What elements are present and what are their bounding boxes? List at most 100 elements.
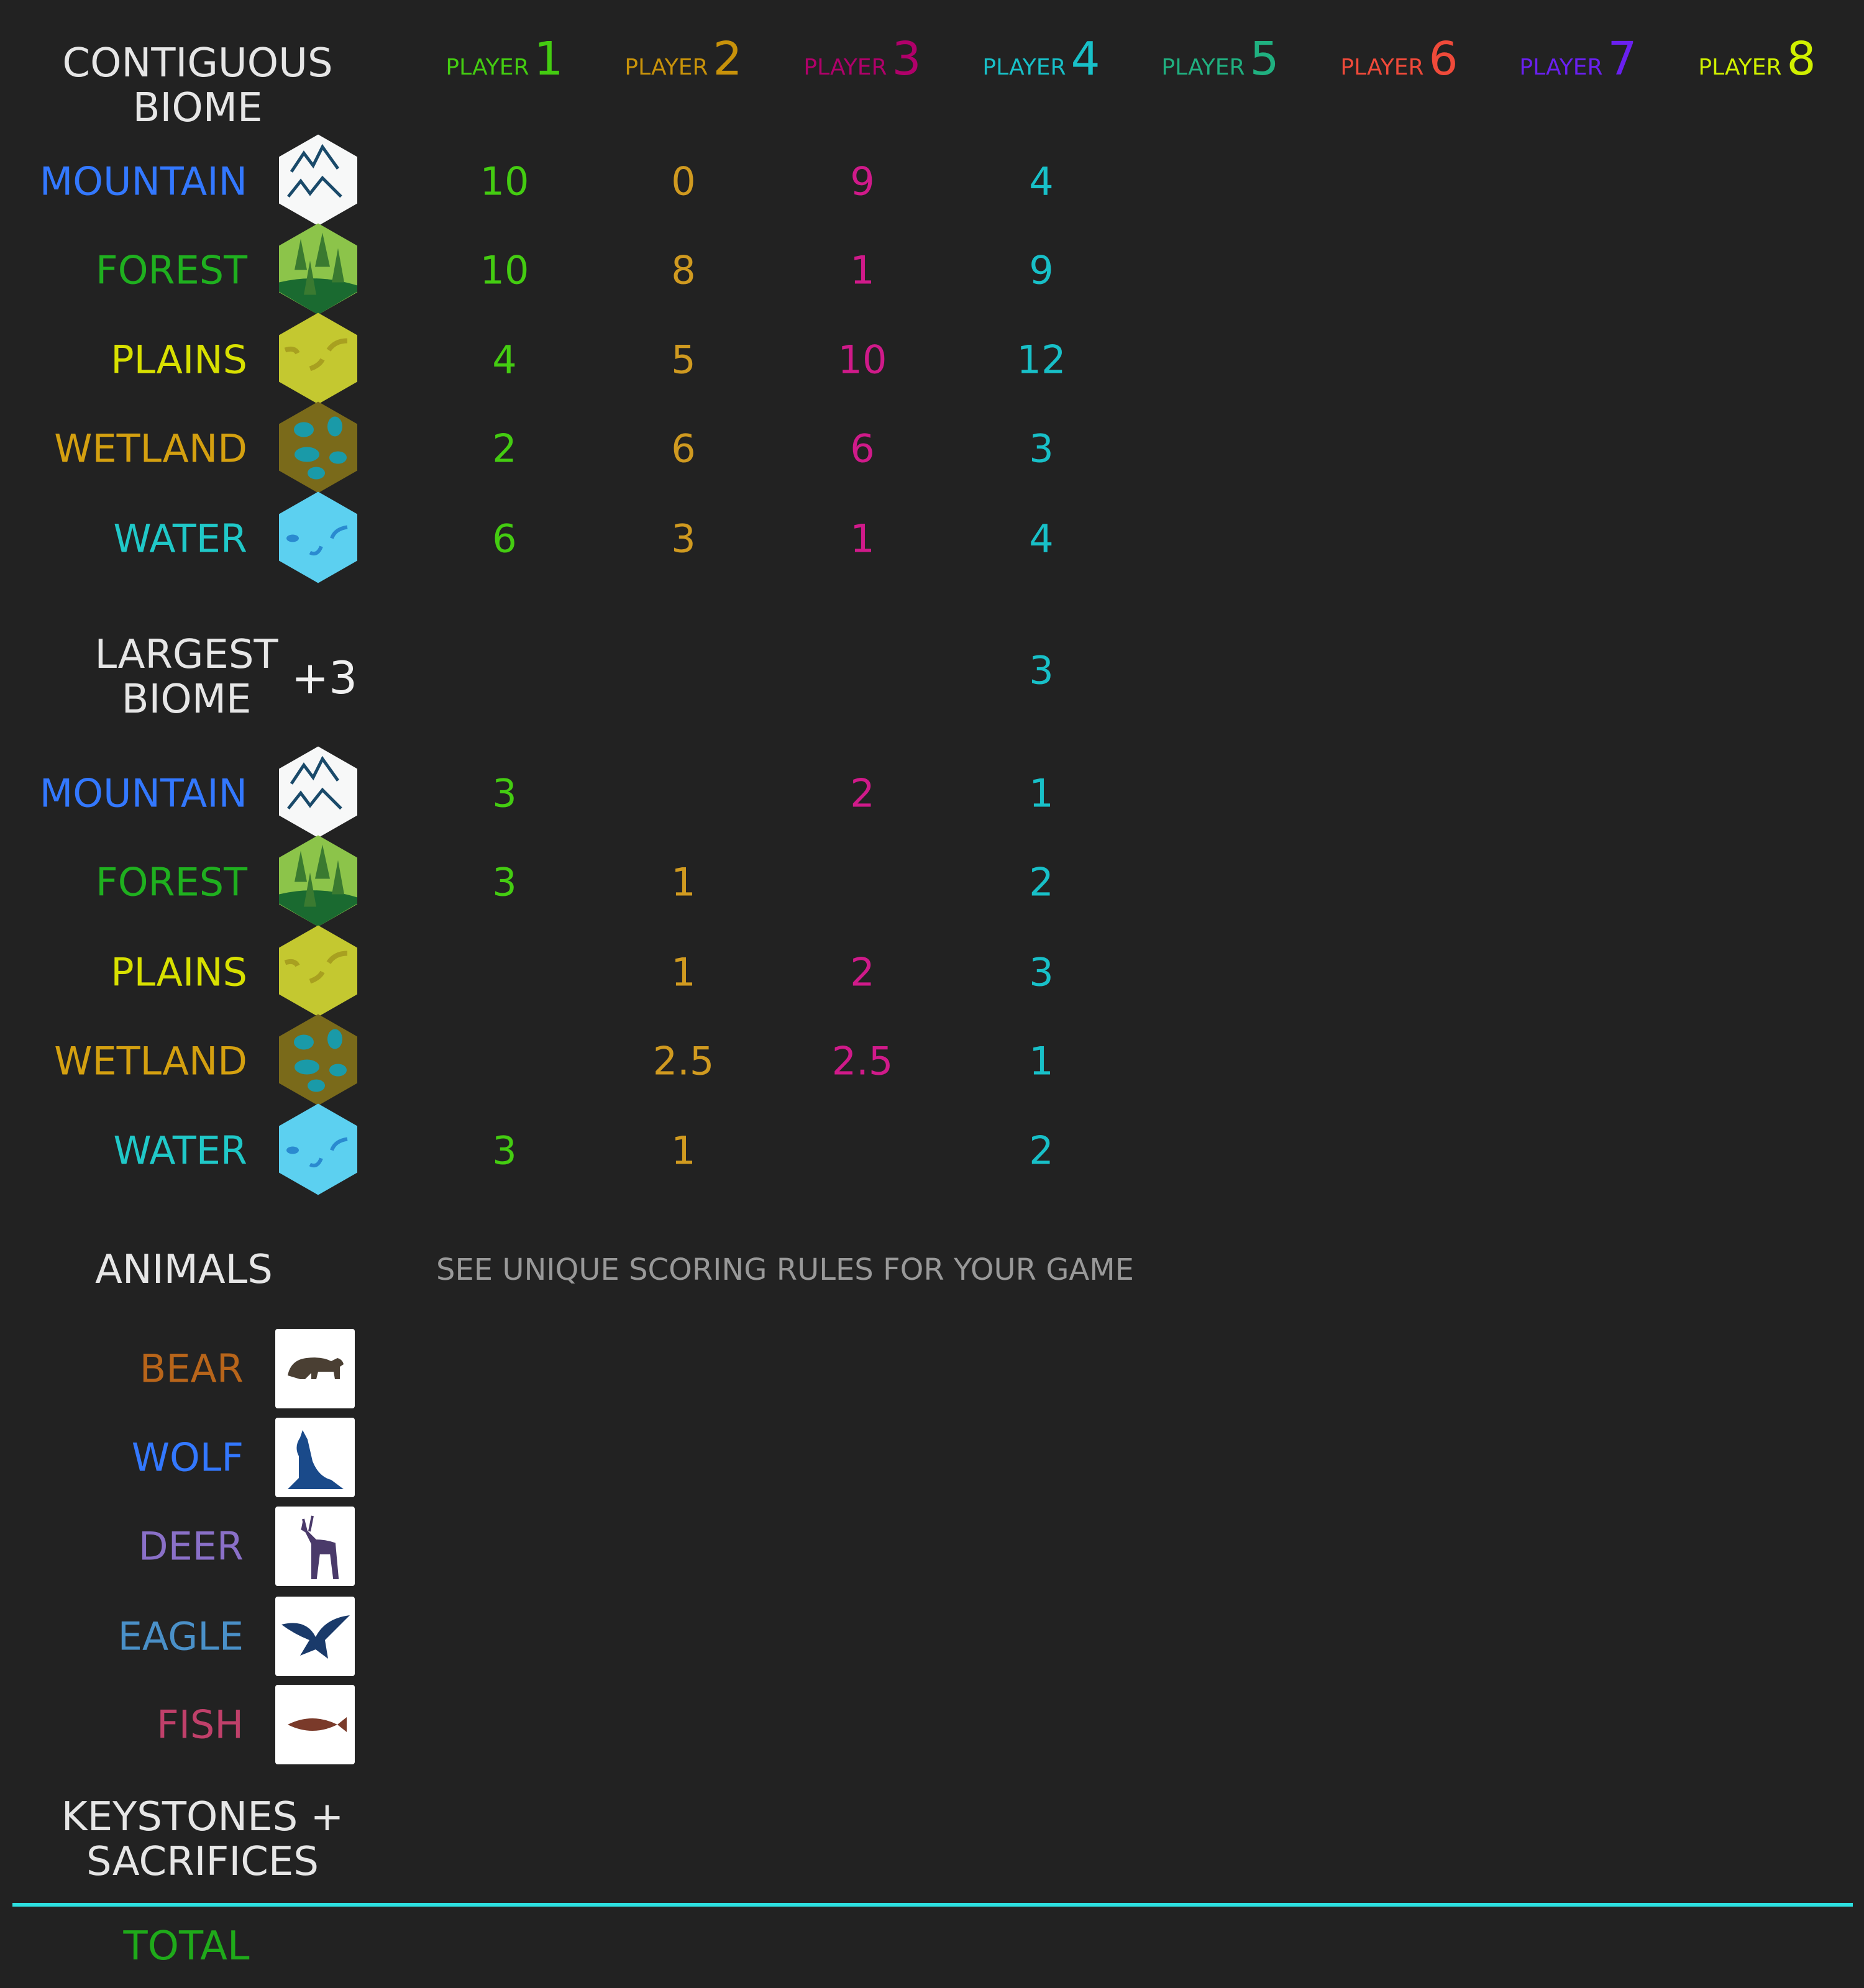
player-word: PLAYER <box>624 55 708 80</box>
contiguous-label-wetland: WETLAND <box>54 426 247 472</box>
water-hex-icon <box>279 1103 357 1198</box>
player-number: 4 <box>1071 32 1100 86</box>
total-label: TOTAL <box>123 1923 250 1969</box>
player-number: 8 <box>1786 32 1816 86</box>
forest-hex-icon <box>279 223 357 317</box>
player-number: 7 <box>1607 32 1637 86</box>
plains-hex-icon <box>279 312 357 407</box>
player-header-2[interactable]: PLAYER 2 <box>624 32 742 86</box>
mountain-hex-icon <box>279 134 357 229</box>
animals-title: ANIMALS <box>95 1247 273 1293</box>
player-word: PLAYER <box>1519 55 1603 80</box>
player-number: 2 <box>713 32 742 86</box>
player-word: PLAYER <box>445 55 529 80</box>
water-hex-icon <box>279 491 357 586</box>
largest-score-p4: 1 <box>1029 770 1054 816</box>
keystones-title-line1: KEYSTONES + <box>61 1794 344 1840</box>
largest-score-p1: 3 <box>492 859 517 905</box>
player-header-3[interactable]: PLAYER 3 <box>803 32 921 86</box>
contiguous-score-p3: 6 <box>850 426 875 472</box>
largest-biome-bonus: +3 <box>291 652 358 704</box>
animal-label-wolf: WOLF <box>131 1434 244 1480</box>
largest-label-mountain: MOUNTAIN <box>39 770 247 816</box>
fish-icon <box>275 1685 355 1764</box>
bear-icon <box>275 1329 355 1408</box>
player-header-1[interactable]: PLAYER 1 <box>445 32 563 86</box>
forest-hex-icon <box>279 835 357 929</box>
animal-label-deer: DEER <box>138 1523 244 1569</box>
player-word: PLAYER <box>982 55 1066 80</box>
contiguous-label-mountain: MOUNTAIN <box>39 158 247 204</box>
player-word: PLAYER <box>1698 55 1782 80</box>
largest-score-p3: 2 <box>850 770 875 816</box>
largest-score-p1: 3 <box>492 1128 517 1174</box>
largest-score-p4: 1 <box>1029 1038 1054 1084</box>
largest-score-p2: 2.5 <box>652 1038 715 1084</box>
wolf-icon <box>275 1418 355 1497</box>
contiguous-score-p1: 2 <box>492 426 517 472</box>
player-number: 1 <box>534 32 564 86</box>
largest-score-p1: 3 <box>492 770 517 816</box>
player-header-4[interactable]: PLAYER 4 <box>982 32 1100 86</box>
largest-label-wetland: WETLAND <box>54 1038 247 1084</box>
largest-biome-score-p4: 3 <box>1029 647 1054 693</box>
contiguous-label-water: WATER <box>113 516 247 562</box>
largest-score-p2: 1 <box>671 859 696 905</box>
header-title-line2: BIOME <box>132 85 263 131</box>
player-header-7[interactable]: PLAYER 7 <box>1519 32 1637 86</box>
contiguous-score-p4: 4 <box>1029 516 1054 562</box>
animal-label-bear: BEAR <box>139 1346 244 1392</box>
header-title-line1: CONTIGUOUS <box>62 40 333 86</box>
largest-label-plains: PLAINS <box>111 949 247 995</box>
contiguous-score-p3: 1 <box>850 247 875 293</box>
deer-icon <box>275 1507 355 1586</box>
contiguous-score-p4: 9 <box>1029 247 1054 293</box>
contiguous-score-p2: 8 <box>671 247 696 293</box>
contiguous-score-p4: 3 <box>1029 426 1054 472</box>
contiguous-score-p1: 6 <box>492 516 517 562</box>
largest-biome-title-line2: BIOME <box>121 677 252 723</box>
largest-biome-title-line1: LARGEST <box>94 632 278 678</box>
largest-score-p2: 1 <box>671 949 696 995</box>
largest-score-p3: 2.5 <box>831 1038 893 1084</box>
total-divider <box>12 1903 1853 1907</box>
player-header-8[interactable]: PLAYER 8 <box>1698 32 1816 86</box>
player-word: PLAYER <box>1161 55 1245 80</box>
contiguous-score-p2: 5 <box>671 337 696 383</box>
wetland-hex-icon <box>279 1014 357 1108</box>
eagle-icon <box>275 1597 355 1676</box>
wetland-hex-icon <box>279 401 357 496</box>
player-header-6[interactable]: PLAYER 6 <box>1340 32 1458 86</box>
player-number: 6 <box>1428 32 1458 86</box>
contiguous-score-p1: 4 <box>492 337 517 383</box>
player-header-5[interactable]: PLAYER 5 <box>1161 32 1279 86</box>
contiguous-score-p2: 3 <box>671 516 696 562</box>
contiguous-score-p4: 12 <box>1017 337 1066 383</box>
largest-label-forest: FOREST <box>96 859 247 905</box>
contiguous-score-p3: 10 <box>838 337 887 383</box>
player-number: 3 <box>892 32 921 86</box>
player-number: 5 <box>1250 32 1279 86</box>
largest-score-p4: 3 <box>1029 949 1054 995</box>
contiguous-label-plains: PLAINS <box>111 337 247 383</box>
largest-label-water: WATER <box>113 1128 247 1174</box>
contiguous-label-forest: FOREST <box>96 247 247 293</box>
contiguous-score-p3: 9 <box>850 158 875 204</box>
animal-label-eagle: EAGLE <box>117 1613 244 1659</box>
contiguous-score-p2: 6 <box>671 426 696 472</box>
plains-hex-icon <box>279 925 357 1019</box>
contiguous-score-p4: 4 <box>1029 158 1054 204</box>
mountain-hex-icon <box>279 746 357 841</box>
largest-score-p4: 2 <box>1029 859 1054 905</box>
largest-score-p4: 2 <box>1029 1128 1054 1174</box>
contiguous-score-p1: 10 <box>480 158 529 204</box>
contiguous-score-p1: 10 <box>480 247 529 293</box>
animals-note: SEE UNIQUE SCORING RULES FOR YOUR GAME <box>436 1252 1134 1287</box>
player-word: PLAYER <box>803 55 887 80</box>
contiguous-score-p3: 1 <box>850 516 875 562</box>
keystones-title-line2: SACRIFICES <box>86 1839 319 1885</box>
contiguous-score-p2: 0 <box>671 158 696 204</box>
largest-score-p3: 2 <box>850 949 875 995</box>
largest-score-p2: 1 <box>671 1128 696 1174</box>
animal-label-fish: FISH <box>157 1702 244 1748</box>
